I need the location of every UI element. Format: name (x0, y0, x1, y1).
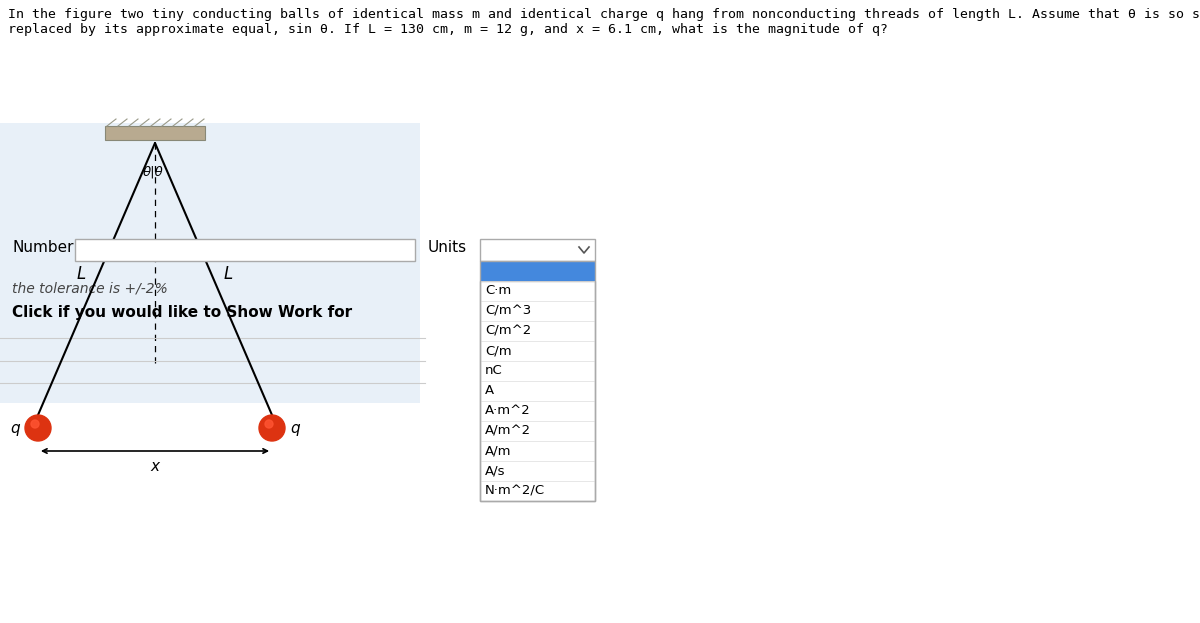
Text: A/m: A/m (485, 444, 511, 457)
Text: A: A (485, 384, 494, 397)
Text: L: L (224, 265, 233, 283)
Text: C·m: C·m (485, 285, 511, 298)
Text: C/m: C/m (485, 345, 511, 358)
Text: Number: Number (12, 240, 73, 255)
Circle shape (31, 420, 38, 428)
Text: L: L (77, 265, 86, 283)
Text: Units: Units (428, 240, 467, 255)
Bar (106, 126, 205, 140)
Bar (0, 123, 420, 403)
Bar (74, 239, 415, 261)
Text: A/m^2: A/m^2 (485, 424, 532, 437)
Circle shape (259, 415, 286, 441)
Text: N·m^2/C: N·m^2/C (485, 485, 545, 498)
Text: In the figure two tiny conducting balls of identical mass m and identical charge: In the figure two tiny conducting balls … (8, 8, 1200, 21)
Bar (480, 261, 595, 501)
Bar (480, 281, 595, 501)
Text: A/s: A/s (485, 465, 505, 477)
Circle shape (25, 415, 50, 441)
Text: the tolerance is +/-2%: the tolerance is +/-2% (12, 281, 168, 295)
Text: q: q (290, 421, 300, 435)
Text: A·m^2: A·m^2 (485, 404, 530, 417)
Bar (480, 261, 595, 281)
Text: Click if you would like to Show Work for: Click if you would like to Show Work for (12, 305, 352, 320)
Text: q: q (11, 421, 20, 435)
Text: C/m^3: C/m^3 (485, 305, 532, 318)
Bar (480, 239, 595, 261)
Text: nC: nC (485, 364, 503, 378)
Text: x: x (150, 459, 160, 474)
Text: θ|θ: θ|θ (143, 165, 163, 178)
Circle shape (265, 420, 274, 428)
Text: C/m^2: C/m^2 (485, 325, 532, 338)
Text: replaced by its approximate equal, sin θ. If L = 130 cm, m = 12 g, and x = 6.1 c: replaced by its approximate equal, sin θ… (8, 23, 888, 36)
